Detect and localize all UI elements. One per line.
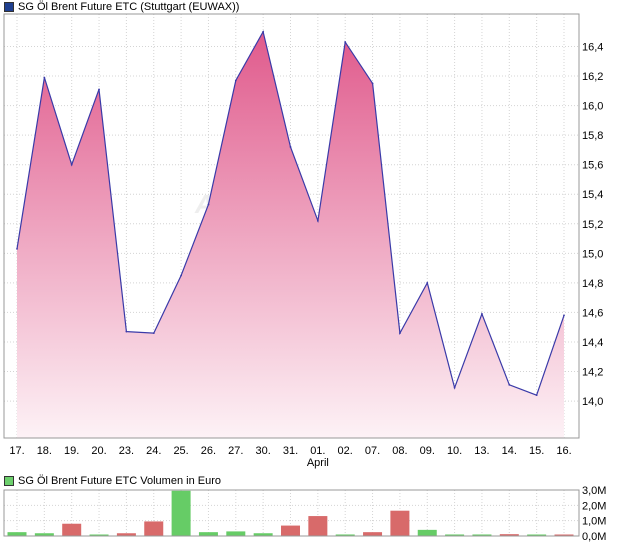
price-point <box>371 82 374 85</box>
price-xtick-label: 23. <box>119 445 134 457</box>
volume-bar <box>226 531 246 536</box>
price-xtick-label: 27. <box>228 445 243 457</box>
price-point <box>180 274 183 277</box>
price-ytick-label: 15,4 <box>582 189 603 201</box>
price-xtick-label: 24. <box>146 445 161 457</box>
volume-bar <box>89 534 109 536</box>
price-xtick-label: 07. <box>365 445 380 457</box>
volume-ytick-label: 1,0M <box>582 516 606 528</box>
price-ytick-label: 14,0 <box>582 396 603 408</box>
price-xtick-label: 10. <box>447 445 462 457</box>
price-plot-frame <box>3 13 580 439</box>
price-xtick-label: 30. <box>256 445 271 457</box>
volume-ytick-label: 0,0M <box>582 531 606 543</box>
price-chart: 14,0 14,2 14,4 14,6 14,8 15,0 15,2 15,4 15,6 15,8… <box>3 13 603 469</box>
price-xtick-label: 16. <box>556 445 571 457</box>
volume-bar <box>253 533 273 536</box>
price-xtick-label: 18. <box>37 445 52 457</box>
price-xtick-label: 14. <box>502 445 517 457</box>
volume-bar <box>144 521 164 536</box>
volume-chart: 0,0M 1,0M 2,0M 3,0M <box>3 485 606 543</box>
price-point <box>453 386 456 389</box>
price-point <box>344 41 347 43</box>
price-x-sublabel: April <box>307 457 329 469</box>
volume-bar <box>34 533 54 536</box>
volume-bar <box>472 534 492 536</box>
volume-bar <box>171 490 191 536</box>
price-point <box>125 330 128 333</box>
price-point <box>481 313 483 315</box>
price-legend-label: SG Öl Brent Future ETC (Stuttgart (EUWAX… <box>18 1 240 13</box>
price-area <box>17 31 564 438</box>
volume-bar <box>390 510 410 536</box>
price-point <box>535 394 538 397</box>
volume-bar <box>499 534 519 536</box>
price-ytick-label: 14,2 <box>582 367 603 379</box>
volume-bar <box>335 534 355 536</box>
price-point <box>289 146 292 148</box>
price-xtick-label: 01. <box>310 445 325 457</box>
price-ytick-label: 14,6 <box>582 307 603 319</box>
volume-plot-frame <box>3 489 580 537</box>
price-ytick-label: 15,0 <box>582 248 603 260</box>
volume-legend: SG Öl Brent Future ETC Volumen in Euro <box>4 475 221 487</box>
price-legend-swatch <box>4 2 14 12</box>
volume-bar <box>116 533 136 536</box>
price-ytick-label: 15,2 <box>582 219 603 231</box>
price-point <box>234 79 237 82</box>
price-xtick-label: 13. <box>474 445 489 457</box>
volume-bar <box>198 532 218 536</box>
price-xtick-label: 19. <box>64 445 79 457</box>
price-xtick-label: 09. <box>420 445 435 457</box>
price-point <box>70 163 73 166</box>
price-point <box>316 219 319 222</box>
price-point <box>508 383 511 386</box>
price-xtick-label: 17. <box>9 445 24 457</box>
volume-bar <box>554 534 574 536</box>
volume-ytick-label: 2,0M <box>582 500 606 512</box>
price-xtick-label: 20. <box>91 445 106 457</box>
price-ytick-label: 15,8 <box>582 130 603 142</box>
price-ytick-label: 16,4 <box>582 42 603 54</box>
volume-bar <box>281 525 300 536</box>
price-point <box>426 281 429 284</box>
volume-bar <box>7 532 27 536</box>
price-xtick-label: 25. <box>173 445 188 457</box>
volume-bar <box>308 516 328 536</box>
price-ytick-label: 16,2 <box>582 71 603 83</box>
volume-bar <box>527 534 547 536</box>
price-ytick-label: 14,4 <box>582 337 603 349</box>
price-ytick-label: 16,0 <box>582 101 603 113</box>
volume-bar <box>62 523 82 536</box>
price-ytick-label: 14,8 <box>582 278 603 290</box>
volume-bar <box>417 529 437 536</box>
price-xtick-label: 15. <box>529 445 544 457</box>
volume-legend-swatch <box>4 476 14 486</box>
price-point <box>262 30 265 33</box>
price-point <box>152 332 155 335</box>
price-ytick-label: 15,6 <box>582 160 603 172</box>
price-point <box>16 247 18 250</box>
price-xtick-label: 08. <box>392 445 407 457</box>
price-legend: SG Öl Brent Future ETC (Stuttgart (EUWAX… <box>4 1 239 13</box>
volume-ytick-label: 3,0M <box>582 485 606 497</box>
price-point <box>43 76 46 79</box>
volume-bar <box>363 532 383 536</box>
price-point <box>98 88 100 91</box>
price-point <box>563 314 565 317</box>
price-point <box>399 332 401 335</box>
volume-bar <box>445 534 465 536</box>
volume-legend-label: SG Öl Brent Future ETC Volumen in Euro <box>18 475 221 487</box>
price-xtick-label: 26. <box>201 445 216 457</box>
price-point <box>207 203 210 206</box>
price-xtick-label: 31. <box>283 445 298 457</box>
price-xtick-label: 02. <box>338 445 353 457</box>
